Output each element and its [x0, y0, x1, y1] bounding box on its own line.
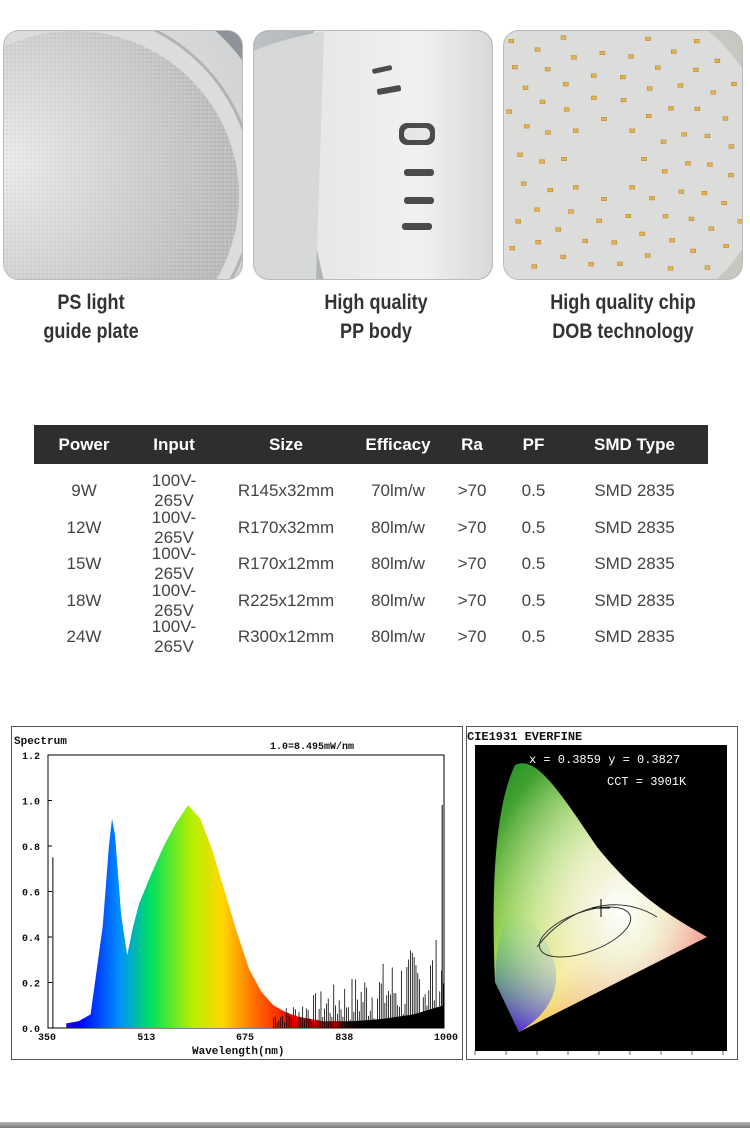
- header-power: Power: [58, 434, 110, 454]
- spectrum-area: [66, 805, 445, 1028]
- cell-size: R145x32mm: [237, 481, 335, 501]
- spectrum-xtick: 675: [236, 1033, 254, 1044]
- table-row: 15W 100V-265V R170x12mm 80lm/w >70 0.5 S…: [34, 544, 708, 584]
- cell-smd-type: SMD 2835: [594, 590, 675, 610]
- cell-smd-type: SMD 2835: [594, 517, 675, 537]
- cell-smd-type: SMD 2835: [594, 554, 675, 574]
- light-guide-plate-photo: [3, 30, 243, 280]
- feature-caption-1: PS light guide plate: [0, 288, 194, 346]
- table-row: 12W 100V-265V R170x32mm 80lm/w >70 0.5 S…: [34, 507, 708, 547]
- cell-input: 100V-265V: [151, 471, 197, 511]
- cell-power: 9W: [71, 481, 97, 501]
- spectrum-xtick: 350: [38, 1033, 56, 1044]
- header-efficacy: Efficacy: [365, 434, 431, 454]
- cell-efficacy: 80lm/w: [371, 627, 425, 647]
- spectrum-xlabel: Wavelength(nm): [192, 1046, 284, 1058]
- spectrum-ytick: 0.8: [22, 843, 40, 854]
- cell-input: 100V-265V: [151, 544, 197, 584]
- cie-cct-readout: CCT = 3901K: [607, 775, 687, 789]
- feature-caption-2: High quality PP body: [273, 288, 479, 346]
- spectrum-title: Spectrum: [14, 736, 67, 748]
- cie-xy-readout: x = 0.3859 y = 0.3827: [529, 753, 680, 767]
- cell-input: 100V-265V: [151, 617, 197, 657]
- cell-size: R225x12mm: [237, 590, 335, 610]
- spectrum-ytick: 1.2: [22, 752, 40, 763]
- header-input: Input: [153, 434, 195, 454]
- cell-ra: >70: [457, 590, 487, 610]
- spectrum-ytick: 0.2: [22, 980, 40, 991]
- cell-efficacy: 70lm/w: [371, 481, 425, 501]
- spec-table: Power Input Size Efficacy Ra PF SMD Type…: [34, 425, 708, 656]
- spectrum-ytick: 1.0: [22, 798, 40, 809]
- cell-pf: 0.5: [521, 627, 546, 647]
- cell-input: 100V-265V: [151, 507, 197, 547]
- cell-smd-type: SMD 2835: [594, 481, 675, 501]
- cell-size: R170x32mm: [237, 517, 335, 537]
- cell-power: 18W: [66, 590, 102, 610]
- cell-efficacy: 80lm/w: [371, 590, 425, 610]
- cell-power: 12W: [66, 517, 102, 537]
- dob-chip-photo: [503, 30, 743, 280]
- spectrum-annotation: 1.0=8.495mW/nm: [270, 741, 354, 753]
- table-row: 24W 100V-265V R300x12mm 80lm/w >70 0.5 S…: [34, 617, 708, 657]
- feature-2-line2: PP body: [340, 320, 412, 343]
- cell-pf: 0.5: [521, 554, 546, 574]
- cell-pf: 0.5: [521, 590, 546, 610]
- feature-3-line1: High quality chip: [550, 291, 696, 314]
- cell-power: 24W: [66, 627, 102, 647]
- cell-smd-type: SMD 2835: [594, 627, 675, 647]
- spectrum-plot: 0.0 0.2 0.4 0.6 0.8 1.0 1.2 350 513 675 838 1000 Sp…: [14, 736, 458, 1058]
- header-ra: Ra: [461, 434, 483, 454]
- spectrum-ytick: 0.0: [22, 1025, 40, 1036]
- cell-power: 15W: [66, 554, 102, 574]
- pp-body-photo: [253, 30, 493, 280]
- cell-size: R170x12mm: [237, 554, 335, 574]
- table-header: Power Input Size Efficacy Ra PF SMD Type: [34, 425, 708, 464]
- cell-pf: 0.5: [521, 517, 546, 537]
- feature-caption-3: High quality chip DOB technology: [520, 288, 726, 346]
- cie-plot: CIE1931 EVERFINE x = 0.3859 y = 0.3827 C…: [467, 730, 727, 1055]
- spectrum-ytick: 0.6: [22, 889, 40, 900]
- spectrum-ytick: 0.4: [22, 934, 40, 945]
- feature-1-line2: guide plate: [43, 320, 139, 343]
- cell-pf: 0.5: [521, 481, 546, 501]
- table-row: 9W 100V-265V R145x32mm 70lm/w >70 0.5 SM…: [34, 471, 708, 511]
- cell-efficacy: 80lm/w: [371, 554, 425, 574]
- feature-3-line2: DOB technology: [552, 320, 694, 343]
- cell-ra: >70: [457, 554, 487, 574]
- cell-ra: >70: [457, 481, 487, 501]
- header-smd-type: SMD Type: [594, 434, 675, 454]
- header-pf: PF: [522, 434, 545, 454]
- spectrum-xtick: 1000: [434, 1033, 458, 1044]
- cell-efficacy: 80lm/w: [371, 517, 425, 537]
- spectrum-xtick: 838: [335, 1033, 353, 1044]
- feature-2-line1: High quality: [324, 291, 428, 314]
- cell-input: 100V-265V: [151, 580, 197, 620]
- feature-1-line1: PS light: [57, 291, 125, 314]
- cell-ra: >70: [457, 627, 487, 647]
- cie-chromaticity-chart: CIE1931 EVERFINE x = 0.3859 y = 0.3827 C…: [466, 726, 738, 1060]
- spectrum-xtick: 513: [137, 1033, 155, 1044]
- header-size: Size: [268, 434, 304, 454]
- spectrum-chart: 0.0 0.2 0.4 0.6 0.8 1.0 1.2 350 513 675 838 1000 Sp…: [11, 726, 463, 1060]
- table-row: 18W 100V-265V R225x12mm 80lm/w >70 0.5 S…: [34, 580, 708, 620]
- cell-size: R300x12mm: [237, 627, 335, 647]
- bottom-divider: [0, 1122, 750, 1128]
- cell-ra: >70: [457, 517, 487, 537]
- cie-title: CIE1931 EVERFINE: [467, 730, 582, 744]
